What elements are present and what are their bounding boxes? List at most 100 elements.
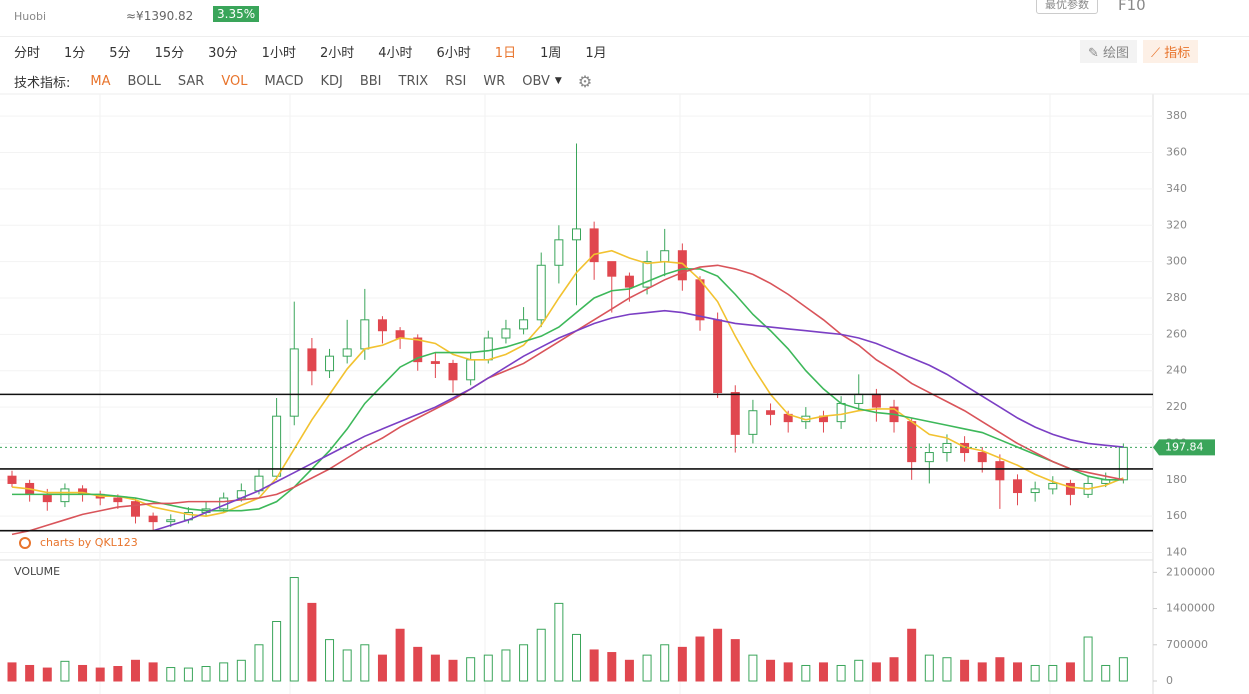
candle-body xyxy=(713,319,723,394)
volume-bar xyxy=(1118,657,1128,682)
period-tab[interactable]: 分时 xyxy=(14,45,41,61)
y-tick-label: 140 xyxy=(1166,546,1187,559)
candle-body xyxy=(325,355,335,372)
y-tick-label: 300 xyxy=(1166,255,1187,268)
period-tab[interactable]: 1月 xyxy=(585,45,607,61)
period-tab[interactable]: 1周 xyxy=(540,45,562,61)
tools: ✎ 绘图 ⟋ 指标 xyxy=(1080,40,1199,63)
volume-bar xyxy=(1013,662,1023,682)
volume-bar xyxy=(730,639,740,682)
button[interactable]: F10 xyxy=(1118,0,1146,14)
indicator-tab[interactable]: SAR xyxy=(177,73,205,89)
period-tab[interactable]: 1小时 xyxy=(261,45,296,61)
volume-bar xyxy=(201,666,211,682)
volume-bar xyxy=(607,652,617,682)
y-tick-label: 180 xyxy=(1166,473,1187,486)
volume-bar xyxy=(677,646,687,682)
y-tick-label: 240 xyxy=(1166,364,1187,377)
volume-bar xyxy=(713,628,723,682)
vol-tick-label: 700000 xyxy=(1166,638,1208,651)
y-tick-label: 320 xyxy=(1166,218,1187,231)
period-tab[interactable]: 1分 xyxy=(64,45,86,61)
indicator-tab[interactable]: MA xyxy=(90,73,111,89)
volume-bar xyxy=(818,662,828,682)
candle-body xyxy=(730,392,740,435)
ma-line xyxy=(11,249,1124,517)
candle-body xyxy=(483,337,493,361)
volume-bar xyxy=(924,654,934,682)
exchange: Huobi xyxy=(14,10,47,23)
volume-bar xyxy=(942,657,952,682)
candle-body xyxy=(924,452,934,463)
volume-bar xyxy=(325,639,335,682)
volume-bar xyxy=(7,662,17,682)
draw-button[interactable]: ✎ 绘图 xyxy=(1080,40,1138,63)
candle-body xyxy=(607,261,617,277)
candle-body xyxy=(942,442,952,454)
candle-body xyxy=(1030,488,1040,494)
candle-body xyxy=(624,275,634,288)
volume-bar xyxy=(801,664,811,682)
volume-bar xyxy=(766,659,776,682)
indicator-tab[interactable]: VOL xyxy=(221,73,248,89)
change-badge: 3.35% xyxy=(213,6,260,22)
indicator-tab[interactable]: MACD xyxy=(264,73,304,89)
y-tick-label: 340 xyxy=(1166,182,1187,195)
indicator-tab[interactable]: RSI xyxy=(445,73,467,89)
period-tab[interactable]: 4小时 xyxy=(378,45,413,61)
volume-bar xyxy=(254,644,264,682)
volume-bar xyxy=(148,662,158,682)
volume-bar xyxy=(183,667,193,682)
period-tab[interactable]: 30分 xyxy=(208,45,238,61)
period-tab[interactable]: 2小时 xyxy=(319,45,355,61)
volume-bar xyxy=(483,654,493,682)
indicator-bar: 技术指标: MA BOLL SAR VOL MACD KDJ BBI TRIX RSI WR OBV ▼… xyxy=(14,71,616,91)
candle-body xyxy=(836,402,846,423)
volume-bar xyxy=(272,621,282,682)
volume-bar xyxy=(695,636,705,682)
indicator-tab[interactable]: TRIX xyxy=(398,73,429,89)
ma-line xyxy=(152,309,1124,532)
candle-body xyxy=(554,239,564,266)
y-tick-label: 360 xyxy=(1166,146,1187,159)
candle-body xyxy=(519,319,529,330)
price-cny: ≈¥1390.82 xyxy=(126,9,194,23)
volume-bar xyxy=(42,667,52,682)
label: 绘图 xyxy=(1103,46,1130,61)
candle-body xyxy=(148,515,158,523)
candle-body xyxy=(272,415,282,477)
volume-bar xyxy=(624,659,634,682)
period-bar: 分时 1分 5分 15分 30分 1小时 2小时 4小时 6小时 1日 1周 1月 xyxy=(14,42,631,61)
candle-body xyxy=(977,452,987,463)
indicator-tab[interactable]: KDJ xyxy=(320,73,343,89)
candle-body xyxy=(572,228,581,241)
volume-bar xyxy=(660,644,670,682)
candle-body xyxy=(42,493,52,503)
volume-bar xyxy=(889,657,899,682)
candle-body xyxy=(766,410,776,415)
volume-bar xyxy=(466,657,476,682)
volume-bar xyxy=(1065,662,1075,682)
dropdown[interactable]: ▼ xyxy=(554,76,562,86)
indicator-button[interactable]: ⟋ 指标 xyxy=(1143,40,1199,63)
period-tab[interactable]: 1日 xyxy=(494,45,517,61)
candle-body xyxy=(342,348,352,357)
volume-bar xyxy=(360,644,370,682)
indicator-tab[interactable]: BOLL xyxy=(127,73,161,89)
last-price-tag xyxy=(1153,439,1215,456)
period-tab[interactable]: 5分 xyxy=(109,45,131,61)
indicator-tab[interactable]: OBV xyxy=(522,73,550,89)
vol-tick-label: 0 xyxy=(1166,674,1173,687)
settings-icon[interactable]: ⚙ xyxy=(577,71,593,91)
volume-bar xyxy=(307,602,317,682)
volume-bar xyxy=(554,602,564,682)
volume-bar xyxy=(572,633,581,682)
volume-bar xyxy=(430,654,440,682)
volume-bar xyxy=(642,654,652,682)
period-tab[interactable]: 6小时 xyxy=(436,45,471,61)
candle-body xyxy=(536,264,546,321)
indicator-tab[interactable]: BBI xyxy=(359,73,382,89)
indicator-tab[interactable]: WR xyxy=(483,73,506,89)
button[interactable]: 最优参数 xyxy=(1036,0,1098,14)
period-tab[interactable]: 15分 xyxy=(154,45,185,61)
